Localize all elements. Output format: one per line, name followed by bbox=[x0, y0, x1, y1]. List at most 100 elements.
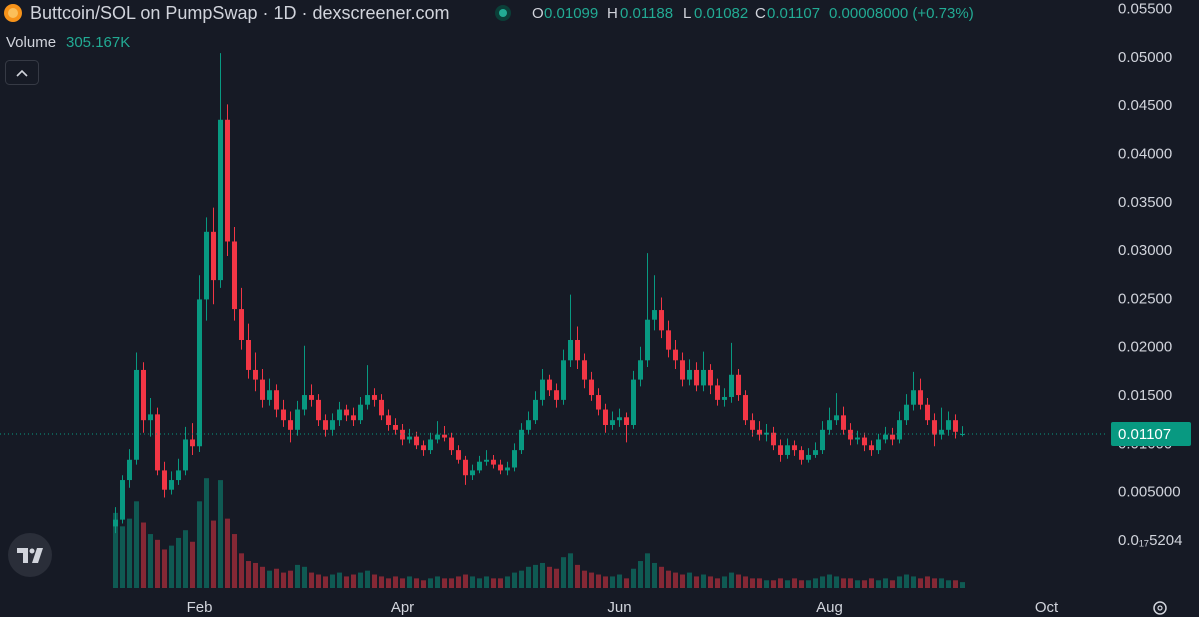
candle-body bbox=[932, 420, 937, 435]
candle-body bbox=[176, 470, 181, 481]
candle-body bbox=[687, 369, 692, 380]
collapse-button-box[interactable] bbox=[5, 60, 39, 85]
volume-bar bbox=[631, 568, 636, 588]
candle-body bbox=[526, 420, 531, 430]
volume-bar bbox=[330, 574, 335, 588]
candle-body bbox=[120, 480, 125, 520]
x-tick-label: Aug bbox=[816, 599, 843, 616]
volume-bar bbox=[708, 576, 713, 588]
volume-bar bbox=[526, 566, 531, 588]
volume-bar bbox=[113, 512, 118, 588]
x-tick-label: Apr bbox=[391, 599, 414, 616]
candle-body bbox=[512, 450, 517, 468]
candle-body bbox=[386, 415, 391, 425]
volume-bar bbox=[155, 539, 160, 588]
candle-body bbox=[295, 409, 300, 430]
volume-bar bbox=[897, 576, 902, 588]
volume-bar bbox=[498, 578, 503, 588]
volume-bar bbox=[806, 580, 811, 588]
volume-bar bbox=[659, 566, 664, 588]
volume-bar bbox=[246, 561, 251, 588]
tv-logo-circle[interactable] bbox=[8, 533, 52, 577]
volume-bar bbox=[764, 580, 769, 588]
candle-body bbox=[596, 395, 601, 410]
volume-bar bbox=[267, 570, 272, 588]
volume-bar bbox=[386, 578, 391, 588]
candle-body bbox=[169, 480, 174, 490]
volume-bar bbox=[169, 545, 174, 588]
volume-bar bbox=[162, 549, 167, 588]
y-tick-label: 0.04500 bbox=[1118, 97, 1172, 114]
volume-bar bbox=[316, 574, 321, 588]
candle-body bbox=[400, 429, 405, 440]
candle-body bbox=[960, 433, 965, 435]
ohlc-label: H bbox=[607, 5, 618, 22]
candle-body bbox=[757, 429, 762, 435]
candle-body bbox=[946, 420, 951, 430]
volume-bar bbox=[400, 578, 405, 588]
volume-bar bbox=[813, 578, 818, 588]
volume-bar bbox=[932, 578, 937, 588]
candle-body bbox=[540, 379, 545, 400]
volume-bar bbox=[680, 574, 685, 588]
candle-body bbox=[407, 436, 412, 440]
candle-body bbox=[337, 409, 342, 421]
volume-bar bbox=[757, 578, 762, 588]
settings-gear[interactable] bbox=[1153, 601, 1167, 615]
candle-body bbox=[442, 434, 447, 438]
volume-bar bbox=[281, 572, 286, 588]
candle-body bbox=[715, 385, 720, 400]
candle-body bbox=[862, 437, 867, 446]
candle-body bbox=[680, 360, 685, 380]
volume-bar bbox=[617, 574, 622, 588]
candle-body bbox=[918, 390, 923, 405]
settings-button[interactable] bbox=[1153, 601, 1167, 615]
volume-bar bbox=[456, 576, 461, 588]
volume-bar bbox=[540, 562, 545, 588]
volume-bar bbox=[183, 530, 188, 588]
volume-bar bbox=[743, 576, 748, 588]
volume-bar bbox=[204, 478, 209, 588]
volume-bar bbox=[750, 578, 755, 588]
candle-body bbox=[127, 459, 132, 481]
volume-bar bbox=[120, 526, 125, 588]
volume-bar bbox=[414, 578, 419, 588]
volume-bar bbox=[519, 570, 524, 588]
volume-bar bbox=[365, 570, 370, 588]
candle-body bbox=[253, 369, 258, 380]
candle-body bbox=[799, 450, 804, 460]
candle-body bbox=[134, 369, 139, 460]
candle-body bbox=[764, 432, 769, 435]
candle-body bbox=[722, 396, 727, 400]
collapse-button[interactable] bbox=[5, 60, 39, 85]
candle-body bbox=[302, 395, 307, 410]
volume-bar bbox=[645, 553, 650, 588]
volume-bar bbox=[295, 564, 300, 588]
candle-body bbox=[498, 464, 503, 471]
candle-body bbox=[484, 459, 489, 462]
candle-body bbox=[358, 404, 363, 421]
y-tick-label: 0.05000 bbox=[1118, 49, 1172, 66]
candle-body bbox=[281, 409, 286, 421]
tv-logo[interactable] bbox=[8, 533, 52, 577]
volume-bar bbox=[946, 580, 951, 588]
volume-bar bbox=[862, 580, 867, 588]
candle-body bbox=[708, 369, 713, 386]
volume-bar bbox=[253, 562, 258, 588]
volume-bar bbox=[771, 580, 776, 588]
candle-body bbox=[561, 360, 566, 400]
volume-bar bbox=[218, 480, 223, 588]
volume-bar bbox=[673, 572, 678, 588]
candle-body bbox=[659, 310, 664, 331]
candle-body bbox=[568, 340, 573, 361]
candle-body bbox=[533, 399, 538, 421]
volume-bar bbox=[904, 574, 909, 588]
candle-body bbox=[652, 310, 657, 320]
candle-body bbox=[316, 399, 321, 421]
volume-bar bbox=[197, 501, 202, 588]
candle-body bbox=[218, 119, 223, 281]
volume-bar bbox=[274, 568, 279, 588]
tv-logo-mark bbox=[17, 548, 43, 563]
volume-bar bbox=[449, 578, 454, 588]
